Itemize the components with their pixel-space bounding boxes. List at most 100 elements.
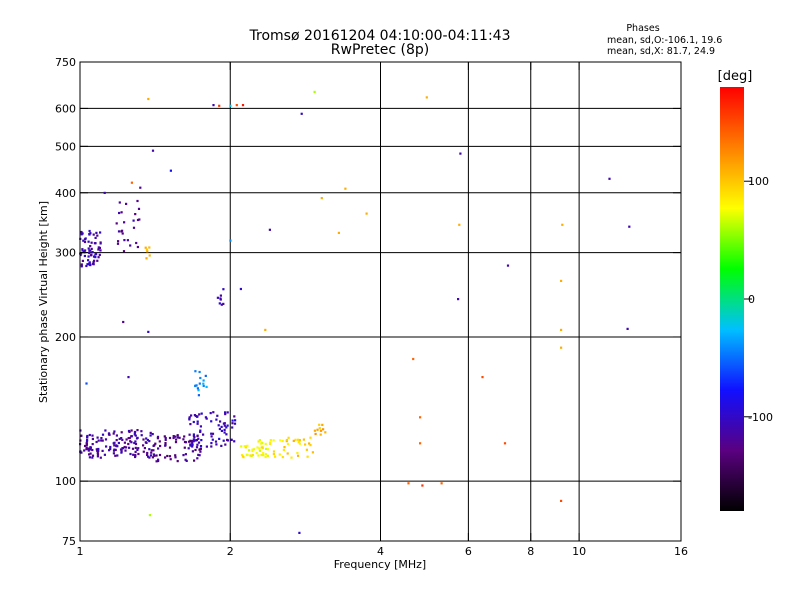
data-point [218,104,221,107]
data-point [145,437,148,440]
data-point [264,442,267,445]
data-point [157,459,160,463]
data-point [240,445,243,448]
data-point [215,418,218,421]
data-point [89,245,92,248]
data-point [205,385,208,388]
data-point [148,246,151,249]
data-point [260,446,263,449]
data-point [109,447,112,451]
data-point [129,452,132,456]
data-point [311,451,314,454]
data-point [257,440,260,443]
data-point [147,97,150,101]
data-point [192,438,195,441]
data-point [130,435,133,438]
data-point [196,434,199,437]
data-point [123,221,126,224]
data-point [268,441,272,444]
data-point [127,437,130,440]
data-point [196,457,199,460]
y-tick-label: 300 [55,247,76,260]
data-point [258,449,261,452]
data-point [215,443,218,446]
data-point [86,434,89,438]
x-tick-label: 2 [227,545,234,558]
data-point [174,435,177,438]
data-point [194,448,197,452]
data-point [139,186,142,189]
data-point [194,370,197,373]
data-point [243,445,246,448]
data-point [115,434,118,437]
data-point [172,435,175,438]
data-point [322,428,325,431]
data-point [222,288,225,291]
data-point [222,302,225,305]
data-point [144,246,147,249]
data-point [99,241,102,244]
data-point [91,443,94,446]
data-point [103,191,106,194]
data-point [297,438,300,441]
data-point [419,416,422,419]
colorbar-tick-label: 100 [748,175,769,188]
data-point [283,446,286,449]
data-point [149,434,152,437]
data-point [321,423,324,426]
data-point [626,327,629,330]
data-point [205,445,208,448]
data-point [199,425,202,428]
data-point [120,451,123,454]
data-point [85,444,88,447]
data-point [148,456,151,459]
data-point [97,256,100,259]
data-point [168,455,172,458]
data-point [155,460,158,463]
data-point [87,259,90,262]
data-point [302,438,305,441]
data-point [96,453,100,456]
data-point [278,453,281,456]
data-point [210,435,213,438]
data-point [560,328,563,331]
data-point [319,433,322,436]
data-point [233,415,236,418]
data-point [281,439,284,443]
data-point [143,447,146,450]
data-point [122,250,126,253]
data-point [260,442,263,445]
data-point [112,452,115,455]
data-point [244,445,247,448]
data-point [148,440,151,443]
data-point [83,240,87,244]
data-point [98,246,101,249]
data-point [133,441,136,445]
data-point [224,413,227,416]
data-point [104,429,107,432]
data-point [211,438,214,441]
y-axis: 75 100 200 300 400 500 600 750 [55,56,681,548]
data-point [560,499,563,502]
data-point [204,416,207,419]
data-point [251,449,254,453]
data-point [224,411,227,414]
data-point [88,433,91,437]
data-point [188,433,191,436]
data-point [628,225,631,228]
data-point [155,454,158,457]
data-point [151,456,154,459]
data-point [158,453,162,457]
data-point [250,454,253,457]
data-point [113,448,116,451]
data-point [118,211,121,215]
phases-o-stats: mean, sd,O:-106.1, 19.6 [607,35,722,46]
data-point [112,432,115,435]
data-point [185,459,188,462]
data-point [150,449,153,452]
data-point [101,449,104,452]
data-point [79,253,82,257]
data-point [80,451,83,454]
